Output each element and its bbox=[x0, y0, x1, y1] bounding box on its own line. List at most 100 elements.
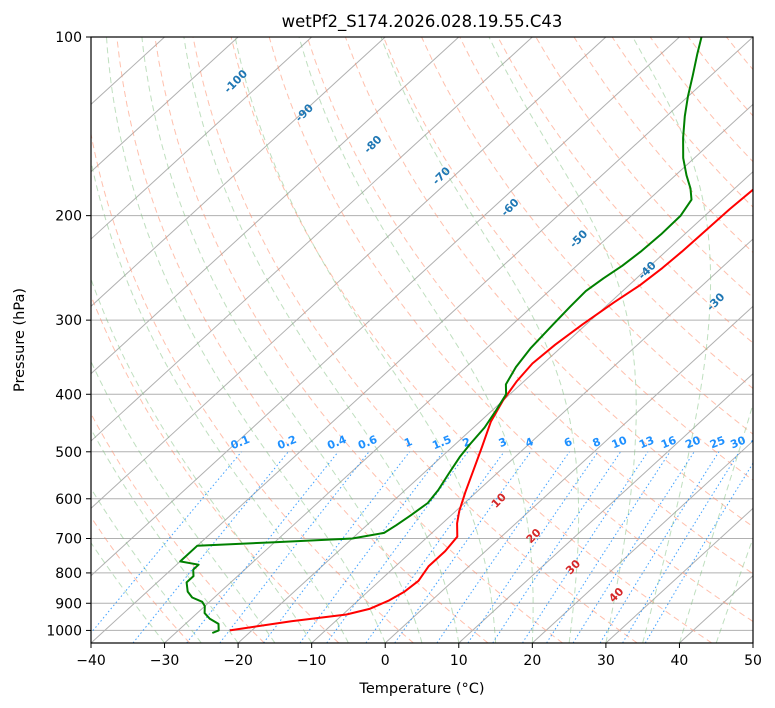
y-tick-label: 1000 bbox=[46, 623, 82, 639]
mixing-ratio-line bbox=[644, 462, 753, 643]
moist-adiabat bbox=[298, 37, 534, 643]
y-tick-label: 700 bbox=[55, 532, 82, 548]
isotherm-line bbox=[605, 507, 753, 643]
isotherm-line bbox=[237, 170, 753, 643]
dry-adiabat bbox=[306, 37, 753, 575]
mixing-ratio-line bbox=[599, 451, 720, 643]
moist-adiabat bbox=[91, 541, 165, 643]
isotherm-line bbox=[91, 37, 313, 240]
dry-adiabat bbox=[230, 37, 713, 643]
dry-adiabat-label: 40 bbox=[606, 585, 626, 605]
plot-frame bbox=[90, 36, 754, 644]
isotherm-line bbox=[91, 37, 239, 173]
dry-adiabat bbox=[765, 37, 775, 643]
dry-adiabat bbox=[687, 37, 753, 117]
mixing-ratio-label: 25 bbox=[708, 434, 727, 452]
dry-adiabat bbox=[192, 37, 638, 643]
moist-adiabat bbox=[91, 428, 239, 643]
chart-title: wetPf2_S174.2026.028.19.55.C43 bbox=[282, 12, 563, 32]
y-tick-label: 500 bbox=[55, 445, 82, 461]
x-tick-label: 50 bbox=[744, 653, 762, 669]
mixing-ratio-line bbox=[467, 451, 599, 643]
moist-adiabat bbox=[380, 37, 580, 643]
mixing-ratio-line bbox=[326, 451, 469, 643]
isotherm-line bbox=[91, 37, 386, 308]
moist-adiabat-label: -70 bbox=[430, 164, 453, 187]
mixing-ratio-label: 36 bbox=[749, 434, 768, 452]
y-tick-label: 600 bbox=[55, 492, 82, 508]
dry-adiabat bbox=[268, 37, 753, 623]
moist-adiabat bbox=[715, 536, 753, 643]
y-tick-label: 400 bbox=[55, 387, 82, 403]
y-tick-label: 800 bbox=[55, 566, 82, 582]
isotherm-line bbox=[91, 37, 460, 375]
moist-adiabat-label: -90 bbox=[293, 101, 316, 124]
mixing-ratio-label: 8 bbox=[591, 435, 603, 450]
dry-adiabat-label: 10 bbox=[489, 490, 509, 510]
mixing-ratio-label: 6 bbox=[562, 435, 574, 450]
mixing-ratio-label: 2 bbox=[461, 435, 473, 450]
mixing-ratio-label: 13 bbox=[637, 434, 656, 452]
dry-adiabat bbox=[421, 37, 753, 435]
mixing-ratio-label: 10 bbox=[610, 434, 629, 452]
x-tick-label: −20 bbox=[223, 653, 253, 669]
y-axis-title: Pressure (hPa) bbox=[12, 288, 28, 392]
isotherm-line bbox=[311, 238, 753, 643]
isotherm-line bbox=[458, 372, 753, 643]
dry-adiabat bbox=[91, 412, 265, 643]
background-lines bbox=[91, 37, 775, 643]
profile-lines bbox=[179, 37, 753, 634]
mixing-ratio-label: 30 bbox=[729, 434, 748, 452]
mixing-ratio-label: 3 bbox=[497, 435, 509, 450]
mixing-ratio-line bbox=[365, 451, 505, 643]
mixing-ratio-label: 16 bbox=[659, 434, 678, 452]
moist-adiabat bbox=[183, 37, 460, 643]
moist-adiabat bbox=[488, 37, 637, 643]
dry-adiabat bbox=[91, 131, 414, 643]
moist-adiabat bbox=[91, 360, 276, 643]
moist-adiabat bbox=[141, 37, 423, 643]
dry-adiabat bbox=[726, 37, 753, 71]
moist-adiabat bbox=[106, 37, 386, 643]
dry-adiabat bbox=[344, 37, 753, 528]
dry-adiabat bbox=[573, 37, 753, 254]
mixing-ratio-line bbox=[132, 451, 289, 643]
moist-adiabat bbox=[234, 37, 497, 643]
x-tick-label: −10 bbox=[297, 653, 327, 669]
moist-adiabat-label: -30 bbox=[704, 290, 727, 313]
y-tick-label: 900 bbox=[55, 596, 82, 612]
isotherm-line bbox=[752, 642, 753, 643]
mixing-ratio-label: 1 bbox=[402, 435, 414, 450]
moist-adiabat bbox=[678, 402, 753, 643]
mixing-ratio-label: 0.1 bbox=[229, 433, 252, 452]
y-tick-label: 100 bbox=[55, 30, 82, 46]
x-tick-label: −40 bbox=[76, 653, 106, 669]
mixing-ratio-line bbox=[622, 451, 740, 643]
mixing-ratio-line bbox=[522, 451, 649, 643]
x-axis: −40 −30 −20 −10 0 10 20 30 40 50 bbox=[76, 643, 762, 669]
x-tick-label: 40 bbox=[671, 653, 689, 669]
moist-adiabat bbox=[91, 487, 202, 643]
mixing-ratio-line bbox=[492, 451, 622, 643]
y-tick-label: 200 bbox=[55, 209, 82, 225]
isotherm-line bbox=[91, 37, 533, 442]
x-tick-label: 10 bbox=[450, 653, 468, 669]
dry-adiabat bbox=[611, 37, 753, 208]
moist-adiabat bbox=[632, 37, 712, 643]
dry-adiabat bbox=[154, 37, 563, 643]
dry-adiabat bbox=[116, 37, 489, 643]
mixing-ratio-line bbox=[91, 451, 242, 634]
moist-adiabat bbox=[91, 277, 313, 643]
isotherm-line bbox=[91, 37, 680, 577]
mixing-ratio-label: 0.2 bbox=[275, 433, 298, 452]
dry-adiabat-label: 30 bbox=[563, 557, 583, 577]
x-tick-label: 20 bbox=[523, 653, 541, 669]
isotherm-line bbox=[384, 305, 753, 643]
mixing-ratio-line bbox=[436, 451, 570, 643]
moist-adiabat-label: -80 bbox=[361, 133, 384, 156]
x-axis-title: Temperature (°C) bbox=[358, 681, 484, 697]
dry-adiabat bbox=[649, 37, 753, 163]
isotherm-line bbox=[91, 37, 607, 510]
mixing-ratio-line bbox=[572, 451, 695, 643]
